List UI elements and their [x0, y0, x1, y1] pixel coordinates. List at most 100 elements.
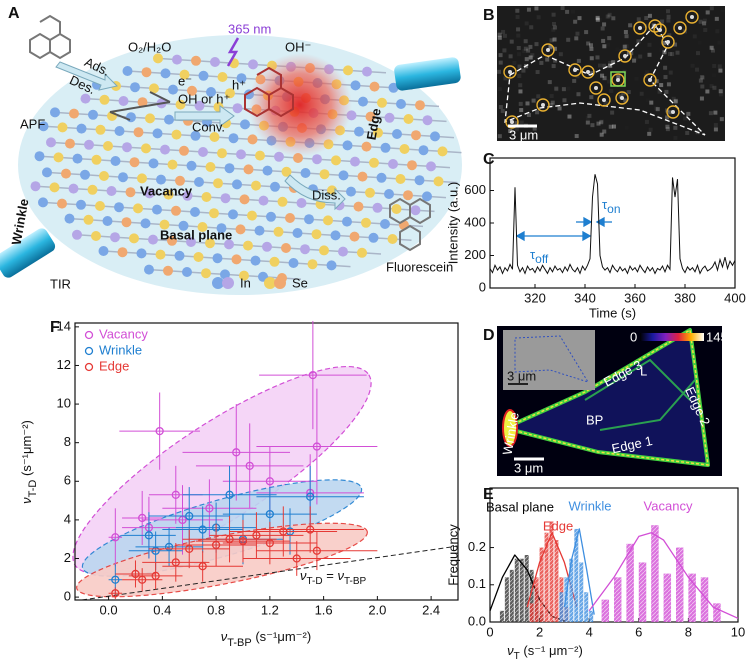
image-b: B 3 μm — [483, 6, 725, 142]
atom — [384, 112, 395, 123]
atom — [148, 234, 158, 245]
noise — [498, 105, 503, 110]
point — [198, 562, 207, 571]
noise — [497, 32, 502, 37]
noise — [602, 129, 607, 134]
noise — [526, 7, 531, 12]
atom — [342, 216, 352, 227]
atom — [296, 198, 307, 208]
atom — [240, 119, 250, 130]
atom — [399, 144, 410, 154]
noise — [595, 15, 600, 20]
y-tick-label: 400 — [464, 214, 486, 229]
spot-marker — [615, 91, 629, 105]
noise — [628, 23, 633, 28]
noise — [659, 48, 663, 52]
noise — [575, 74, 580, 79]
noise — [517, 64, 522, 69]
noise — [512, 60, 517, 65]
point — [131, 569, 140, 579]
atom — [61, 168, 71, 179]
noise — [503, 76, 508, 81]
atom — [209, 208, 219, 219]
atom — [415, 100, 425, 111]
noise — [525, 101, 530, 106]
arrows — [55, 61, 346, 211]
label: L — [640, 363, 647, 378]
atom — [49, 182, 60, 193]
point — [308, 370, 318, 380]
atom — [354, 126, 364, 137]
noise — [549, 94, 554, 99]
noise — [576, 58, 581, 63]
noise — [606, 79, 611, 84]
noise — [518, 101, 523, 106]
noise — [508, 54, 513, 59]
point — [265, 538, 275, 548]
atom — [186, 160, 197, 171]
noise — [576, 92, 581, 97]
atom — [144, 188, 155, 199]
noise — [547, 57, 551, 61]
atom — [171, 129, 182, 140]
noise — [601, 38, 606, 43]
atom — [210, 57, 220, 67]
spot — [508, 70, 512, 74]
noise — [665, 127, 670, 132]
noise — [721, 8, 725, 12]
atom — [201, 268, 211, 279]
point — [151, 571, 160, 581]
noise — [552, 46, 557, 51]
noise — [674, 98, 679, 103]
noise — [497, 35, 502, 40]
noise — [713, 127, 718, 132]
atom — [380, 142, 391, 153]
atom — [103, 141, 113, 151]
noise — [589, 56, 594, 61]
atom — [388, 159, 398, 169]
bar-hatch — [663, 573, 672, 622]
atom — [292, 228, 303, 238]
bar-hatch — [564, 577, 569, 622]
atom — [236, 73, 247, 84]
atom — [197, 222, 208, 232]
point — [151, 546, 160, 555]
annotation: τoff — [530, 247, 549, 266]
noise — [699, 96, 704, 101]
noise — [698, 19, 703, 24]
noise — [660, 19, 665, 24]
legend-marker — [84, 346, 94, 356]
x-axis-label: νT-BP (s⁻¹μm⁻²) — [221, 629, 311, 648]
atom — [243, 240, 253, 251]
x-tick-label: 4 — [586, 624, 593, 639]
noise — [515, 14, 520, 19]
bar-hatch — [713, 603, 721, 622]
spot — [690, 15, 694, 19]
axis-unit: (s⁻¹μm⁻²) — [19, 420, 34, 479]
atom — [384, 189, 394, 199]
noise — [600, 26, 605, 31]
atom — [160, 144, 170, 155]
x-axis-label: νT (s⁻¹ μm⁻²) — [507, 643, 583, 661]
series-label: Basal plane — [486, 499, 554, 514]
noise — [712, 73, 716, 77]
legend-label: Wrinkle — [99, 342, 142, 357]
series-label: Wrinkle — [568, 498, 611, 513]
noise — [595, 17, 600, 22]
label: Wrinkle — [500, 411, 522, 456]
y-tick-label: 8 — [64, 434, 71, 449]
noise — [647, 131, 652, 136]
legend-label: Vacancy — [99, 326, 148, 341]
reference-line — [81, 545, 459, 601]
point — [111, 575, 120, 584]
atom — [193, 252, 204, 262]
bar-hatch — [514, 558, 519, 622]
atom — [247, 134, 258, 145]
point — [265, 477, 275, 486]
x-tick-label: 10 — [731, 624, 745, 639]
noise — [695, 51, 700, 56]
bar-hatch — [499, 610, 504, 622]
noise — [516, 45, 521, 50]
noise — [624, 44, 629, 49]
noise — [655, 107, 660, 112]
